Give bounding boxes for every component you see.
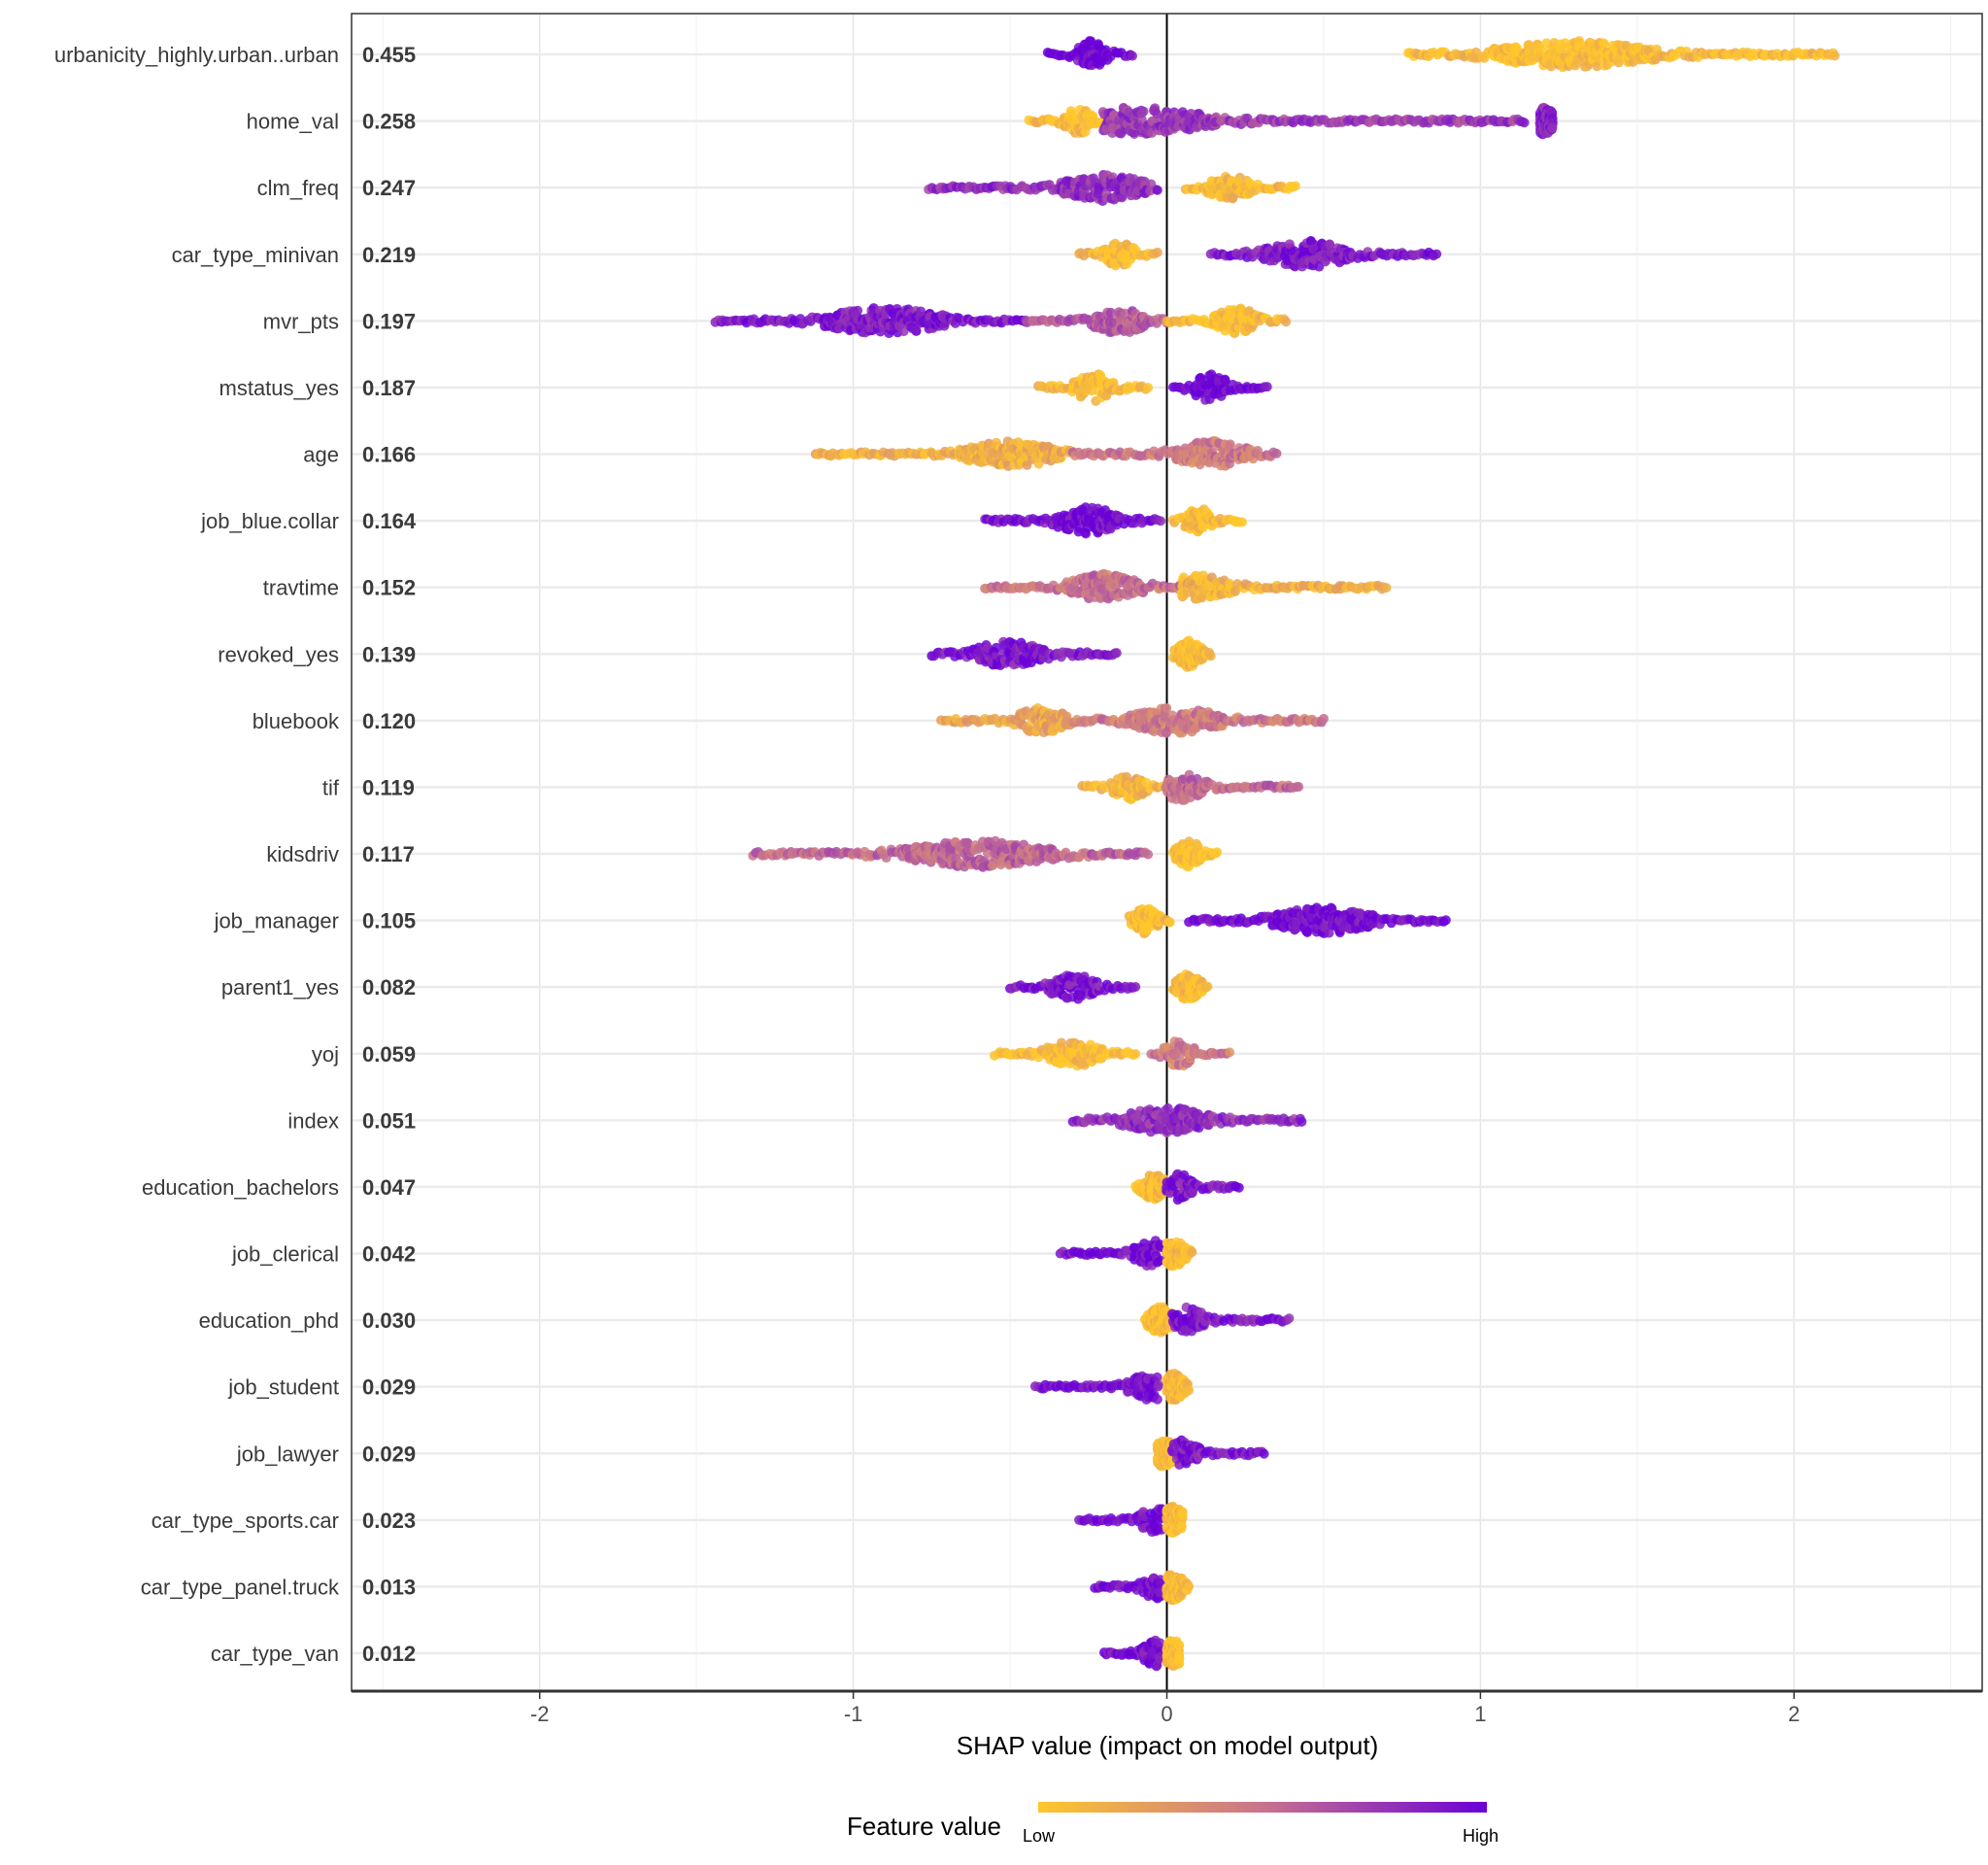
shap-point [1066,109,1077,119]
shap-point [1318,713,1329,724]
shap-point [1523,40,1533,51]
shap-point [1599,38,1609,49]
shap-point [1130,1049,1141,1060]
shap-point [1202,981,1213,992]
shap-point [1130,982,1141,993]
shap-point [1143,382,1154,392]
shap-point [1830,51,1840,61]
shap-point [1592,61,1602,72]
shap-point [1547,122,1558,133]
shap-point [1152,247,1162,257]
shap-point [1290,181,1300,191]
shap-point [1271,448,1282,458]
shap-point [1111,648,1122,659]
shap-point [1281,317,1292,327]
shap-point [1294,782,1304,793]
shap-point [1152,185,1162,195]
shap-point [1633,43,1643,53]
shap-point [1533,43,1544,53]
shap-point [1440,915,1451,926]
shap-point [1212,847,1223,858]
shap-point [1205,651,1216,661]
shap-point [1127,51,1137,61]
shap-point [1519,118,1530,128]
shap-point [1136,108,1147,119]
shap-point [1156,516,1166,526]
shap-point [1225,439,1235,450]
shap-point [1143,849,1154,860]
shap-point [1164,917,1175,928]
shap-point [1381,583,1392,593]
shap-point [1262,382,1272,392]
shap-point [1236,517,1247,527]
shap-point [1432,249,1442,259]
shap-points [710,36,1840,1672]
shap-point [1225,1047,1235,1058]
